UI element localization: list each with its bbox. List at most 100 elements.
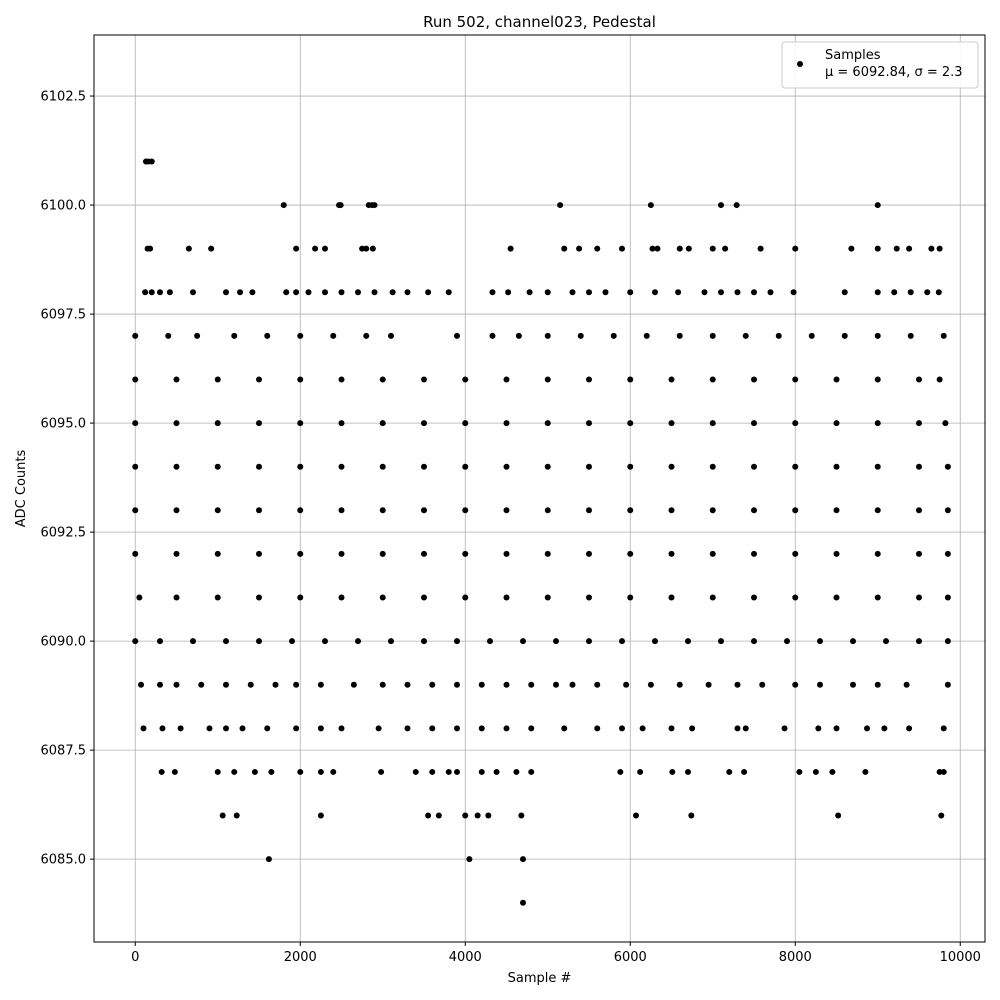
data-point [379, 550, 386, 557]
y-tick-label: 6095.0 [41, 417, 87, 432]
data-point [264, 332, 271, 339]
data-point [173, 507, 180, 514]
data-point [489, 332, 496, 339]
data-point [297, 376, 304, 383]
data-point [916, 376, 922, 383]
data-point [742, 725, 749, 732]
data-point [297, 594, 304, 601]
data-point [627, 289, 634, 296]
data-point [649, 245, 656, 252]
data-point [619, 245, 625, 252]
data-point [206, 725, 213, 732]
data-point [848, 245, 855, 252]
data-point [425, 812, 432, 819]
data-point [330, 768, 337, 775]
data-point [685, 768, 691, 775]
data-point [792, 420, 799, 427]
data-point [289, 638, 295, 645]
data-point [223, 638, 229, 645]
data-point [685, 638, 691, 645]
grid [94, 35, 985, 942]
data-point [544, 507, 551, 514]
data-point [132, 463, 139, 470]
data-point [528, 768, 535, 775]
data-point [462, 420, 469, 427]
data-point [734, 681, 741, 688]
data-point [214, 768, 221, 775]
data-point [515, 332, 522, 339]
data-point [906, 725, 913, 732]
data-point [619, 638, 625, 645]
data-point [173, 420, 180, 427]
data-point [850, 638, 856, 645]
data-point [643, 332, 650, 339]
data-point [891, 289, 898, 296]
data-point [379, 420, 386, 427]
data-point [503, 594, 510, 601]
data-point [874, 550, 881, 557]
data-point [942, 420, 949, 427]
data-point [709, 332, 716, 339]
data-point [132, 550, 139, 557]
x-tick-label: 10000 [940, 950, 981, 965]
data-point [293, 681, 300, 688]
data-point [916, 638, 922, 645]
data-point [489, 289, 496, 296]
data-point [421, 550, 427, 557]
data-point [363, 245, 370, 252]
data-point [833, 507, 840, 514]
data-point [520, 899, 526, 906]
data-point [817, 638, 823, 645]
y-tick-label: 6097.5 [41, 308, 87, 323]
data-point [507, 245, 514, 252]
data-point [190, 638, 196, 645]
data-point [767, 289, 774, 296]
data-point [916, 507, 922, 514]
data-point [503, 376, 510, 383]
data-point [350, 681, 357, 688]
data-point [733, 202, 740, 209]
data-point [874, 507, 881, 514]
data-point [159, 725, 166, 732]
data-point [379, 507, 386, 514]
data-point [654, 245, 661, 252]
data-point [676, 332, 683, 339]
data-point [268, 768, 275, 775]
data-point [528, 681, 535, 688]
data-point [627, 507, 634, 514]
data-point [627, 550, 634, 557]
data-point [462, 812, 469, 819]
data-point [561, 245, 568, 252]
data-point [503, 420, 510, 427]
data-point [701, 289, 708, 296]
data-point [379, 594, 386, 601]
data-point [338, 550, 345, 557]
data-point [338, 507, 345, 514]
data-point [338, 376, 345, 383]
data-point [429, 725, 436, 732]
x-tick-label: 0 [131, 950, 139, 965]
data-point [792, 550, 799, 557]
data-point [652, 289, 658, 296]
data-point [157, 681, 163, 688]
data-point [454, 725, 460, 732]
y-tick-label: 6102.5 [41, 90, 87, 105]
y-tick-label: 6090.0 [41, 635, 87, 650]
data-point [142, 289, 149, 296]
data-point [792, 463, 799, 470]
data-point [359, 245, 366, 252]
data-point [916, 420, 922, 427]
data-point [874, 420, 881, 427]
data-point [718, 202, 724, 209]
data-point [586, 594, 592, 601]
data-point [668, 550, 675, 557]
y-tick-label: 6087.5 [41, 744, 87, 759]
data-point [338, 289, 345, 296]
data-point [544, 332, 551, 339]
data-point [317, 768, 324, 775]
data-point [214, 550, 221, 557]
data-point [132, 507, 139, 514]
data-point [936, 376, 943, 383]
data-point [378, 768, 385, 775]
data-point [944, 594, 951, 601]
